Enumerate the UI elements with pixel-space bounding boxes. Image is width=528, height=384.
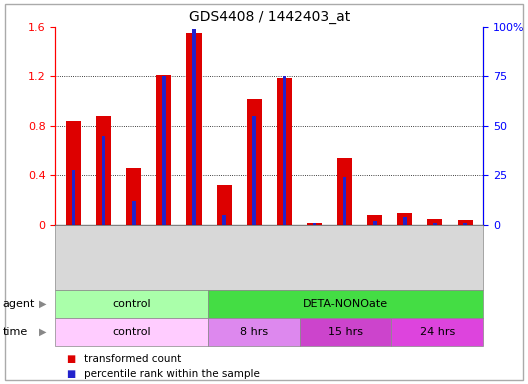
Bar (132, 201, 136, 225)
Bar (313, 223, 316, 225)
Bar (433, 223, 437, 225)
Bar (162, 76, 166, 225)
Text: control: control (112, 327, 151, 337)
Bar (277, 78, 292, 225)
Text: time: time (3, 327, 28, 337)
Bar (126, 168, 142, 225)
Bar (427, 219, 442, 225)
Bar (282, 76, 286, 225)
Bar (222, 215, 226, 225)
Bar (343, 177, 346, 225)
Text: ■: ■ (66, 369, 76, 379)
Text: transformed count: transformed count (84, 354, 182, 364)
Bar (458, 220, 473, 225)
Bar (367, 215, 382, 225)
Bar (373, 221, 376, 225)
Text: ▶: ▶ (39, 327, 46, 337)
Bar (192, 29, 196, 225)
Text: ▶: ▶ (39, 299, 46, 309)
Bar (307, 223, 322, 225)
Text: control: control (112, 299, 151, 309)
Bar (337, 158, 352, 225)
Text: 8 hrs: 8 hrs (240, 327, 268, 337)
Text: 24 hrs: 24 hrs (420, 327, 455, 337)
Bar (252, 116, 256, 225)
Bar (216, 185, 232, 225)
Bar (66, 121, 81, 225)
Bar (403, 217, 407, 225)
Text: percentile rank within the sample: percentile rank within the sample (84, 369, 260, 379)
Text: agent: agent (3, 299, 35, 309)
Bar (102, 136, 106, 225)
Bar (156, 75, 172, 225)
Bar (397, 213, 412, 225)
Text: 15 hrs: 15 hrs (328, 327, 363, 337)
Bar (186, 33, 202, 225)
Bar (463, 223, 467, 225)
Text: ■: ■ (66, 354, 76, 364)
Text: DETA-NONOate: DETA-NONOate (303, 299, 388, 309)
Bar (247, 99, 262, 225)
Text: GDS4408 / 1442403_at: GDS4408 / 1442403_at (188, 10, 350, 23)
Bar (72, 170, 76, 225)
Bar (96, 116, 111, 225)
